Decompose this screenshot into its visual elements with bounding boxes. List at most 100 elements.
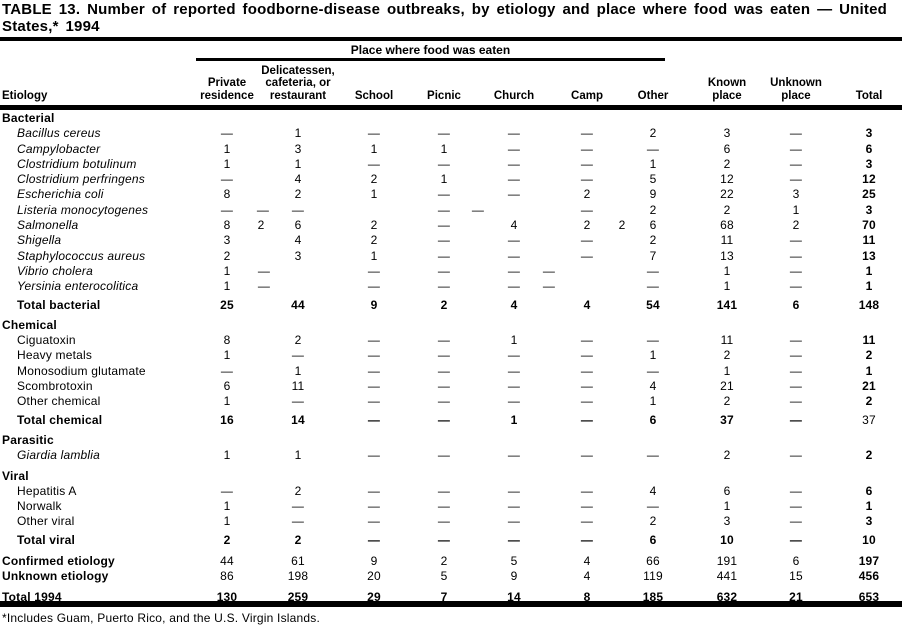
- column-header: Church: [493, 89, 535, 102]
- column-header: Other: [637, 89, 669, 102]
- value-cell: 14: [291, 412, 305, 427]
- value-cell: —: [580, 126, 594, 141]
- value-cell: —: [507, 532, 521, 547]
- value-cell: 37: [720, 412, 734, 427]
- value-cell: 632: [716, 589, 738, 604]
- value-cell: 1: [510, 333, 518, 348]
- row-label: Vibrio cholera: [17, 263, 93, 278]
- value-cell: 6: [649, 218, 657, 233]
- row-label: Yersinia enterocolitica: [17, 279, 139, 294]
- value-cell: 1: [370, 248, 378, 263]
- row-label: Giardia lamblia: [17, 448, 101, 463]
- value-cell: —: [507, 394, 521, 409]
- table-row: Clostridium perfringens — 4 2 1 — — 5 12 — 12: [0, 172, 902, 187]
- value-cell: 6: [723, 141, 731, 156]
- value-cell: 8: [223, 218, 231, 233]
- value-cell: 2: [649, 126, 657, 141]
- column-header: Camp: [571, 89, 603, 102]
- value-cell: 4: [294, 233, 302, 248]
- value-cell: 15: [789, 569, 803, 584]
- value-cell: —: [437, 187, 451, 202]
- table-row: Other chemical 1 — — — — — 1 2 — 2: [0, 394, 902, 409]
- row-label: Total 1994: [2, 589, 62, 604]
- value-cell: —: [367, 333, 381, 348]
- value-cell: —: [789, 279, 803, 294]
- value-cell: —: [437, 233, 451, 248]
- table-title-line2: States,* 1994: [2, 17, 100, 35]
- value-cell: 3: [223, 233, 231, 248]
- value-cell: —: [507, 499, 521, 514]
- value-cell: 10: [862, 532, 876, 547]
- value-cell: 3: [294, 248, 302, 263]
- value-cell: —: [789, 156, 803, 171]
- row-label: Confirmed etiology: [2, 554, 115, 569]
- value-cell: —: [646, 333, 660, 348]
- value-cell: 68: [720, 218, 734, 233]
- value-cell: 3: [723, 126, 731, 141]
- row-label: Total bacterial: [17, 297, 101, 312]
- value-cell: —: [437, 532, 451, 547]
- value-cell: 3: [865, 126, 873, 141]
- value-cell: 29: [367, 589, 381, 604]
- value-cell: 13: [862, 248, 876, 263]
- table-title: TABLE 13. Number of reported foodborne-d…: [2, 1, 900, 35]
- table-row: Campylobacter 1 3 1 1 — — — 6 — 6: [0, 142, 902, 157]
- value-cell: —: [580, 499, 594, 514]
- value-cell: 1: [649, 348, 657, 363]
- value-cell: 197: [858, 554, 880, 569]
- value-cell: —: [646, 363, 660, 378]
- value-cell: 1: [440, 141, 448, 156]
- value-cell: 2: [865, 394, 873, 409]
- value-cell: —: [507, 126, 521, 141]
- value-cell: 2: [370, 172, 378, 187]
- value-cell: 6: [649, 412, 657, 427]
- value-cell: —: [580, 141, 594, 156]
- value-cell: —: [437, 412, 451, 427]
- value-cell: —: [437, 156, 451, 171]
- value-cell: —: [580, 363, 594, 378]
- value-cell: 9: [370, 297, 378, 312]
- value-cell: —: [367, 348, 381, 363]
- table-row: Ciguatoxin 8 2 — — 1 — — 11 — 11: [0, 333, 902, 348]
- value-cell: 8: [223, 187, 231, 202]
- value-cell: 3: [865, 156, 873, 171]
- value-cell: 2: [294, 483, 302, 498]
- value-cell: 9: [370, 554, 378, 569]
- value-cell: 5: [440, 569, 448, 584]
- value-cell: 259: [287, 589, 309, 604]
- value-cell: —: [367, 126, 381, 141]
- section-row: Chemical: [0, 318, 902, 333]
- value-cell: —: [789, 499, 803, 514]
- value-cell: 12: [720, 172, 734, 187]
- value-cell: —: [291, 514, 305, 529]
- value-cell: 22: [720, 187, 734, 202]
- value-cell: 21: [720, 379, 734, 394]
- value-cell: —: [789, 532, 803, 547]
- value-cell: —: [580, 483, 594, 498]
- table-row: Heavy metals 1 — — — — — 1 2 — 2: [0, 348, 902, 363]
- value-cell: —: [437, 126, 451, 141]
- value-cell: 1: [649, 394, 657, 409]
- value-cell: 1: [223, 141, 231, 156]
- value-cell: 2: [583, 187, 591, 202]
- value-cell: 4: [583, 554, 591, 569]
- row-label: Other viral: [17, 514, 75, 529]
- value-cell: 2: [257, 218, 265, 233]
- value-cell: —: [507, 141, 521, 156]
- value-cell: 1: [723, 279, 731, 294]
- value-cell: —: [507, 172, 521, 187]
- value-cell: 9: [649, 187, 657, 202]
- value-cell: 1: [440, 172, 448, 187]
- value-cell: —: [220, 202, 234, 217]
- value-cell: 441: [716, 569, 738, 584]
- value-cell: —: [507, 348, 521, 363]
- row-label: Total viral: [17, 532, 75, 547]
- row-label: Unknown etiology: [2, 569, 109, 584]
- table-row: Total 1994 130 259 29 7 14 8 185 632 21 653: [0, 590, 902, 605]
- value-cell: 1: [865, 499, 873, 514]
- value-cell: 2: [792, 218, 800, 233]
- top-rule: [0, 37, 902, 41]
- value-cell: 6: [723, 483, 731, 498]
- value-cell: 20: [367, 569, 381, 584]
- value-cell: 3: [723, 514, 731, 529]
